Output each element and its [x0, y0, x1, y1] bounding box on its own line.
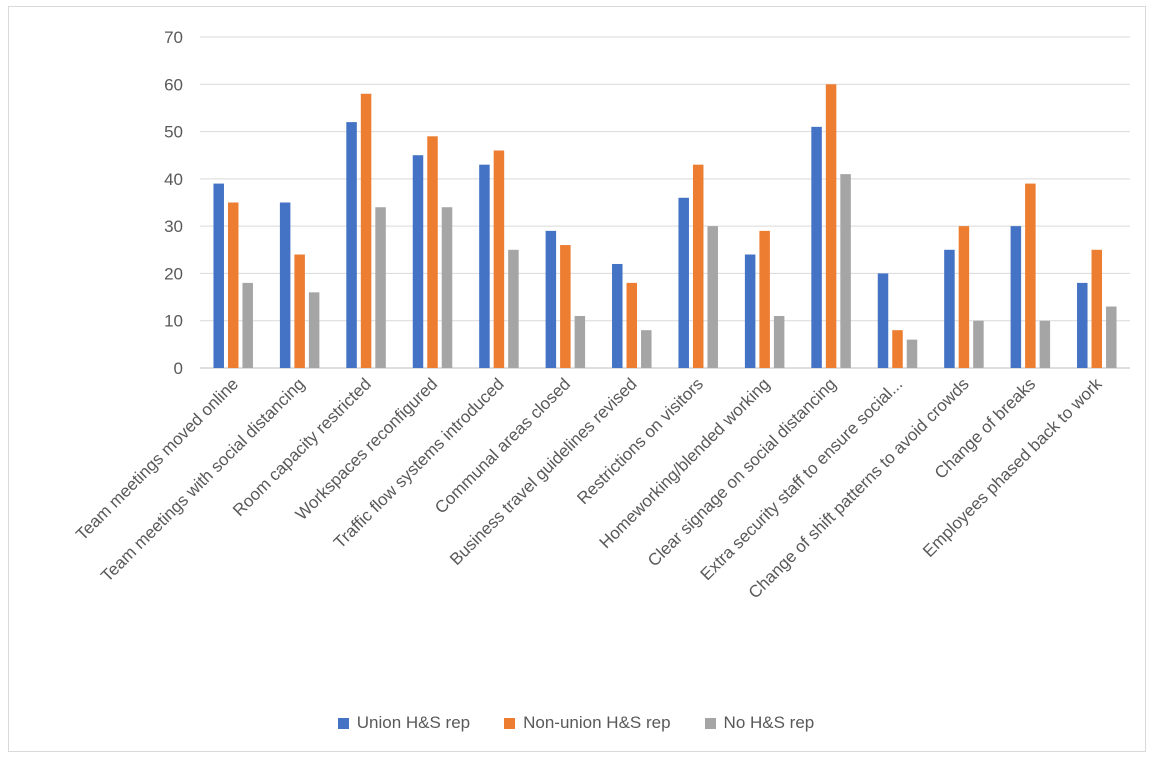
bar-no-rep: [906, 339, 918, 368]
bar-union: [346, 122, 357, 368]
bar-no-rep: [441, 207, 453, 368]
y-tick-label: 30: [164, 217, 183, 236]
bar-union: [213, 183, 224, 368]
bar-union: [612, 263, 623, 368]
bar-non-union: [958, 226, 970, 368]
bar-non-union: [427, 136, 438, 368]
bar-no-rep: [308, 292, 320, 368]
bar-non-union: [759, 230, 770, 368]
bar-union: [545, 230, 557, 368]
bar-union: [944, 249, 955, 368]
y-tick-label: 50: [164, 123, 183, 142]
bar-no-rep: [375, 207, 386, 368]
bar-union: [877, 273, 889, 368]
y-tick-label: 0: [174, 359, 183, 378]
bar-non-union: [825, 84, 837, 369]
bar-union: [744, 254, 756, 368]
bar-no-rep: [508, 249, 519, 368]
bar-non-union: [227, 202, 239, 368]
chart-frame: [8, 6, 1146, 752]
y-tick-label: 10: [164, 312, 183, 331]
legend-item: No H&S rep: [704, 713, 815, 733]
legend-swatch: [504, 717, 516, 729]
bar-no-rep: [641, 330, 652, 368]
y-tick-label: 20: [164, 264, 183, 283]
bar-no-rep: [1106, 306, 1117, 368]
legend-item: Union H&S rep: [337, 713, 471, 733]
bar-no-rep: [840, 174, 851, 368]
bar-non-union: [692, 164, 704, 368]
x-category-label: Restrictions on visitors: [573, 374, 707, 508]
bar-non-union: [294, 254, 305, 368]
bar-no-rep: [773, 315, 785, 368]
bar-non-union: [1091, 249, 1103, 368]
bar-union: [678, 197, 689, 368]
bar-non-union: [493, 150, 505, 368]
bar-no-rep: [574, 315, 586, 368]
legend: Union H&S rep Non-union H&S rep No H&S rep: [0, 710, 1152, 736]
bar-union: [1010, 226, 1022, 368]
bar-union: [1077, 282, 1088, 368]
bar-no-rep: [242, 282, 253, 368]
bar-non-union: [560, 245, 571, 368]
legend-label: No H&S rep: [723, 713, 815, 732]
legend-label: Non-union H&S rep: [523, 713, 671, 732]
bar-no-rep: [973, 320, 984, 368]
legend-swatch: [704, 717, 716, 729]
legend-swatch: [337, 717, 349, 729]
bar-union: [279, 202, 291, 368]
bar-non-union: [360, 93, 372, 368]
legend-item: Non-union H&S rep: [504, 713, 671, 733]
y-tick-label: 70: [164, 28, 183, 47]
legend-label: Union H&S rep: [356, 713, 471, 732]
y-tick-label: 60: [164, 75, 183, 94]
bar-non-union: [892, 330, 903, 368]
bar-union: [811, 126, 822, 368]
bar-non-union: [626, 282, 638, 368]
bar-no-rep: [1039, 320, 1051, 368]
bar-union: [479, 164, 490, 368]
x-category-label: Communal areas closed: [431, 374, 574, 517]
y-tick-label: 40: [164, 170, 183, 189]
x-category-label: Room capacity restricted: [229, 374, 375, 520]
bar-no-rep: [707, 226, 718, 368]
bar-non-union: [1025, 183, 1036, 368]
bar-union: [412, 155, 424, 368]
